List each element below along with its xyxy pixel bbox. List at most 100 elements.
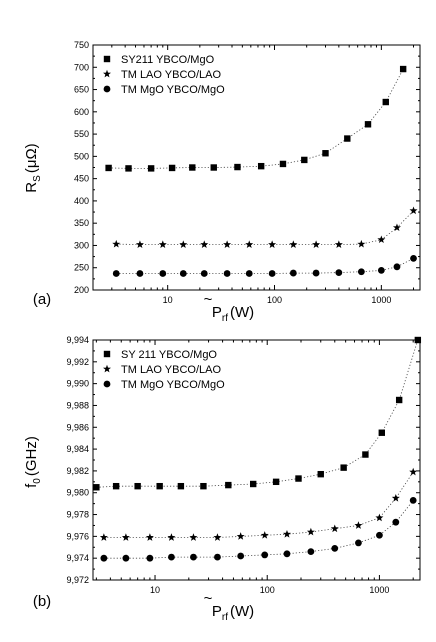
data-point-star: [391, 493, 400, 502]
data-point-star: [121, 533, 130, 541]
x-axis-label-unit: (W): [230, 304, 254, 321]
data-point-circle: [289, 269, 297, 277]
legend: SY 211 YBCO/MgO TM LAO YBCO/LAO TM MgO YBC…: [103, 349, 225, 391]
y-tick-label: 500: [74, 151, 89, 161]
data-point-star: [213, 533, 222, 541]
y-tick-label: 250: [74, 263, 89, 273]
data-point-square: [344, 135, 351, 142]
panel-label: (a): [33, 291, 51, 308]
plot-frame: [92, 44, 421, 291]
data-point-circle: [307, 548, 315, 556]
data-point-circle: [136, 270, 144, 277]
legend-label: TM LAO YBCO/LAO: [121, 364, 221, 376]
data-point-star: [357, 239, 366, 248]
data-point-star: [260, 531, 269, 539]
data-point-circle: [112, 270, 120, 277]
x-tick-label: 100: [260, 585, 275, 595]
x-axis-label-accent: ~: [204, 291, 213, 308]
y-tick-label: 9,982: [66, 466, 89, 476]
data-point-star: [282, 529, 291, 538]
x-axis-label: Prf (W): [212, 304, 254, 324]
panel-a: 200 250 300 350 400 450 500 550 600 650 700 750 10 10…: [23, 40, 421, 324]
data-point-circle: [214, 553, 221, 561]
y-tick-label: 9,990: [66, 379, 89, 389]
data-point-circle: [146, 554, 154, 562]
y-tick-label: 350: [74, 218, 89, 228]
y-axis-label-main: R: [23, 182, 40, 193]
y-tick-label: 650: [74, 85, 89, 95]
legend-marker-star: [103, 69, 111, 78]
y-tick-label: 300: [74, 240, 89, 250]
data-point-square: [225, 481, 232, 489]
data-point-star: [179, 240, 188, 248]
data-point-star: [236, 532, 245, 540]
data-point-square: [168, 164, 176, 172]
data-point-square: [134, 482, 141, 490]
data-point-star: [200, 240, 209, 248]
data-point-star: [306, 527, 315, 536]
data-point-square: [340, 464, 347, 471]
series-star: [99, 467, 418, 541]
data-point-circle: [268, 270, 276, 277]
y-tick-label: 9,980: [66, 488, 89, 498]
data-point-square: [177, 482, 185, 490]
data-point-circle: [261, 551, 269, 559]
legend-label: SY 211 YBCO/MgO: [121, 349, 217, 361]
data-point-circle: [410, 254, 417, 262]
data-point-square: [378, 429, 385, 436]
data-point-square: [395, 396, 403, 404]
data-point-star: [268, 240, 277, 248]
data-point-star: [112, 239, 121, 248]
legend-marker-square: [103, 55, 111, 63]
data-point-circle: [409, 496, 417, 504]
data-point-circle: [355, 539, 362, 547]
y-tick-label: 9,994: [66, 335, 89, 345]
data-point-square: [399, 65, 407, 73]
data-point-square: [279, 160, 287, 168]
data-point-square: [362, 451, 369, 458]
y-tick-label: 9,974: [66, 553, 89, 563]
data-point-circle: [283, 550, 291, 558]
data-point-square: [93, 484, 100, 491]
y-tick-label: 750: [74, 40, 89, 50]
y-tick-label: 400: [74, 196, 89, 206]
y-tick-label: 700: [74, 62, 89, 72]
legend-label: TM MgO YBCO/MgO: [121, 84, 225, 96]
data-point-star: [158, 240, 167, 248]
x-axis-label-unit: (W): [230, 603, 254, 620]
y-axis-label-unit: (GHz): [23, 436, 40, 476]
data-point-circle: [331, 544, 339, 552]
data-point-square: [147, 165, 155, 172]
y-tick-label: 9,988: [66, 400, 89, 410]
data-point-square: [189, 164, 196, 171]
data-point-circle: [377, 267, 385, 274]
data-point-circle: [357, 268, 365, 276]
data-point-square: [156, 482, 163, 490]
data-point-star: [189, 533, 198, 541]
data-point-star: [354, 521, 363, 529]
series-square: [93, 336, 422, 491]
legend-marker-circle: [103, 380, 111, 388]
data-point-square: [250, 480, 257, 488]
series-line: [103, 471, 414, 538]
data-point-circle: [159, 270, 167, 277]
series-square: [105, 65, 407, 172]
data-point-circle: [245, 270, 253, 277]
data-point-star: [145, 533, 154, 541]
data-point-square: [257, 162, 265, 170]
data-point-circle: [223, 270, 231, 277]
data-point-star: [223, 240, 232, 248]
data-point-star: [409, 467, 418, 476]
y-tick-label: 9,986: [66, 422, 89, 432]
data-point-star: [377, 235, 386, 244]
y-tick-label: 9,972: [66, 575, 89, 585]
legend-marker-square: [103, 350, 111, 358]
y-tick-label: 200: [74, 285, 89, 295]
data-point-square: [234, 163, 241, 171]
series-line: [103, 500, 414, 559]
series-circle: [100, 496, 417, 562]
y-axis-label-sub: 0: [32, 478, 43, 484]
plot-frame: [92, 339, 421, 581]
data-point-star: [334, 240, 343, 248]
data-point-star: [245, 240, 254, 248]
